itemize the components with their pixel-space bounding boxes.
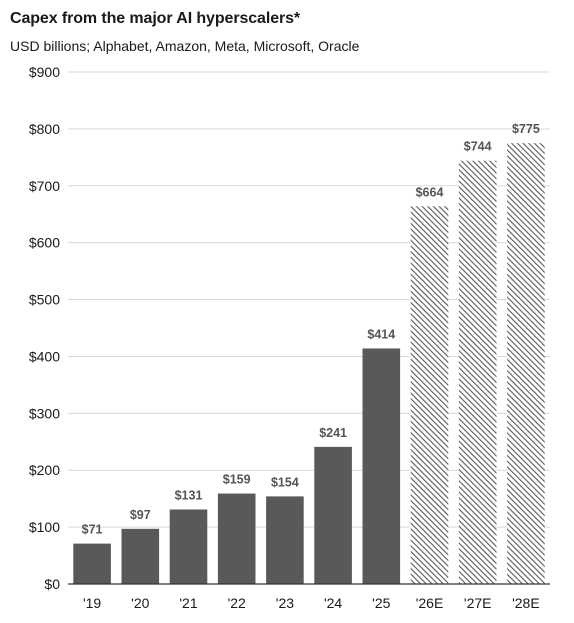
chart-title: Capex from the major AI hyperscalers* (10, 10, 301, 27)
y-tick-label: $700 (29, 178, 60, 194)
x-tick-label: '19 (83, 595, 101, 611)
x-tick-label: '28E (512, 595, 540, 611)
bar-estimate (410, 206, 449, 584)
y-tick-label: $0 (44, 576, 60, 592)
data-label: $97 (130, 508, 151, 522)
data-label: $159 (223, 473, 251, 487)
x-tick-label: '27E (464, 595, 492, 611)
bar (266, 496, 304, 584)
bar (362, 348, 401, 584)
axes: $0 $100 $200 $300 $400 $500 $600 $700 $800 $900 '1… (29, 64, 550, 611)
bar (121, 528, 160, 584)
bar (73, 543, 111, 584)
bar-estimate (458, 160, 497, 584)
x-tick-label: '24 (324, 595, 342, 611)
bars (73, 143, 545, 584)
x-tick-label: '25 (372, 595, 390, 611)
data-labels: $71 $97 $131 $159 $154 $241 $414 $664 $744 $775 (82, 122, 540, 536)
y-tick-label: $100 (29, 519, 60, 535)
y-tick-label: $200 (29, 462, 60, 478)
chart-subtitle: USD billions; Alphabet, Amazon, Meta, Mi… (10, 38, 360, 54)
bar (314, 446, 352, 584)
x-tick-label: '22 (228, 595, 246, 611)
data-label: $664 (416, 185, 444, 199)
data-label: $131 (175, 488, 203, 502)
x-tick-label: '20 (131, 595, 149, 611)
data-label: $154 (271, 475, 299, 489)
y-tick-label: $600 (29, 235, 60, 251)
y-tick-label: $800 (29, 121, 60, 137)
data-label: $71 (82, 523, 103, 537)
x-tick-label: '23 (276, 595, 294, 611)
y-tick-label: $900 (29, 64, 60, 80)
y-tick-label: $400 (29, 348, 60, 364)
bar (217, 493, 256, 584)
y-tick-label: $500 (29, 292, 60, 308)
x-tick-label: '21 (179, 595, 197, 611)
bar (169, 509, 208, 584)
bar-estimate (507, 143, 545, 584)
data-label: $775 (512, 122, 540, 136)
data-label: $414 (367, 327, 395, 341)
y-tick-label: $300 (29, 405, 60, 421)
data-label: $744 (464, 140, 492, 154)
data-label: $241 (319, 426, 347, 440)
x-tick-label: '26E (416, 595, 444, 611)
